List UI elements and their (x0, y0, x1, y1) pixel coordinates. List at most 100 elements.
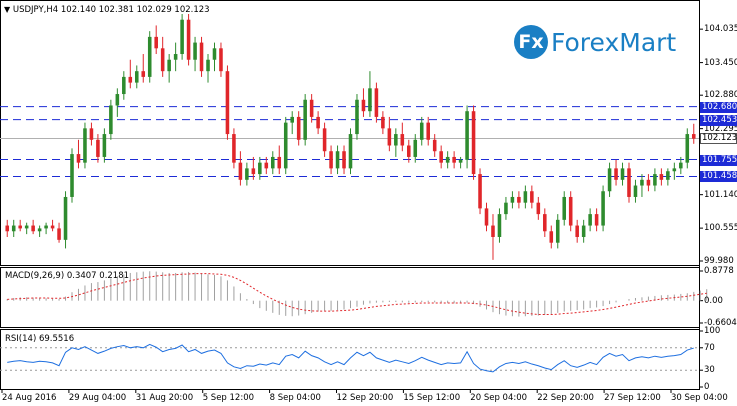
candle-body (510, 196, 515, 203)
candle-body (653, 174, 657, 186)
candle-body (387, 128, 392, 146)
candle-body (614, 168, 618, 180)
candle-body (290, 116, 294, 123)
candle-body (374, 88, 379, 117)
price-axis-label: 101.140 (704, 189, 737, 200)
time-axis-label: 29 Aug 04:00 (68, 393, 127, 403)
time-axis-label: 31 Aug 20:00 (135, 393, 194, 403)
candle-body (180, 19, 184, 55)
level-price-tag: 101.755 (700, 154, 737, 166)
time-axis-label: 5 Sep 12:00 (202, 393, 255, 403)
candle-body (44, 225, 48, 229)
candle-body (627, 168, 631, 197)
candle-body (620, 168, 625, 180)
candle-body (329, 151, 333, 169)
candle-body (335, 151, 340, 169)
candle-body (296, 116, 301, 140)
symbol-label: USDJPY,H4 (12, 5, 59, 15)
candle-body (232, 134, 236, 163)
candle-body (523, 191, 528, 203)
candle-body (70, 154, 74, 197)
candle-body (212, 48, 217, 60)
candle-body (109, 105, 113, 135)
candle-body (76, 154, 81, 163)
candle-body (57, 228, 61, 240)
candle-body (484, 208, 489, 226)
candle-body (102, 134, 107, 157)
candle-body (316, 116, 320, 129)
candle-body (555, 219, 560, 243)
candle-body (251, 168, 256, 175)
candle-body (536, 202, 541, 215)
forexmart-logo: Fx ForexMart (514, 22, 676, 62)
candle-body (245, 168, 249, 180)
candle-body (11, 225, 16, 232)
candle-body (277, 156, 282, 169)
candle-body (258, 162, 262, 175)
candle-body (154, 36, 158, 49)
candle-body (679, 162, 683, 169)
candle-body (685, 134, 690, 163)
candle-body (381, 116, 385, 129)
candle-body (465, 111, 469, 160)
candle-body (568, 196, 573, 226)
candle-body (672, 168, 677, 172)
rsi-axis-label: 70 (704, 342, 715, 353)
candle-body (115, 94, 120, 106)
candle-body (5, 225, 10, 232)
macd-axis-label: 0.8778 (704, 266, 734, 276)
level-price-tag: 101.458 (700, 171, 737, 183)
candle-body (530, 191, 534, 203)
candle-body (50, 225, 55, 229)
candle-body (141, 71, 146, 77)
rsi-axis-label: 30 (704, 365, 715, 376)
candle-body (147, 36, 152, 77)
forexmart-badge-icon: Fx (514, 25, 548, 59)
candle-body (543, 214, 547, 232)
candle-body (167, 59, 171, 72)
candle-body (18, 225, 22, 229)
candle-body (128, 76, 133, 83)
candle-body (575, 225, 579, 237)
current-price-tag: 102.123 (700, 133, 737, 145)
level-price-tag: 102.453 (700, 114, 737, 126)
macd-axis-label: -0.6604 (704, 318, 737, 328)
candle-body (504, 202, 508, 215)
price-axis-label: 102.295 (704, 123, 737, 134)
candle-body (264, 162, 269, 169)
candle-body (458, 159, 463, 163)
candle-body (37, 228, 42, 232)
candle-body (419, 122, 424, 140)
candle-body (407, 145, 411, 157)
candle-body (491, 225, 495, 237)
candle-body (646, 179, 651, 186)
rsi-line (7, 343, 694, 373)
collapse-triangle-icon[interactable]: ▼ (4, 5, 11, 14)
candle-body (342, 151, 346, 169)
forexmart-wordmark: ForexMart (551, 27, 677, 57)
candle-body (588, 214, 592, 226)
price-axis-label: 99.980 (704, 256, 734, 266)
candle-body (89, 128, 94, 140)
candle-body (173, 54, 178, 60)
time-axis-label: 8 Sep 04:00 (269, 393, 321, 403)
candle-body (160, 48, 165, 72)
time-axis-label: 27 Sep 12:00 (604, 393, 661, 403)
candle-body (361, 99, 366, 112)
price-axis-label: 100.555 (704, 223, 737, 234)
candle-body (270, 156, 275, 169)
candle-body (452, 156, 456, 163)
candle-body (219, 48, 223, 72)
candle-body (394, 134, 398, 146)
candle-body (96, 139, 100, 157)
candle-body (439, 151, 443, 163)
candle-body (322, 128, 327, 152)
price-axis-label: 103.450 (704, 57, 737, 68)
candle-body (400, 134, 405, 146)
candle-body (601, 191, 605, 226)
candle-body (478, 174, 482, 209)
candle-body (303, 99, 307, 140)
candle-body (445, 156, 450, 163)
level-price-tag: 102.680 (700, 101, 737, 113)
